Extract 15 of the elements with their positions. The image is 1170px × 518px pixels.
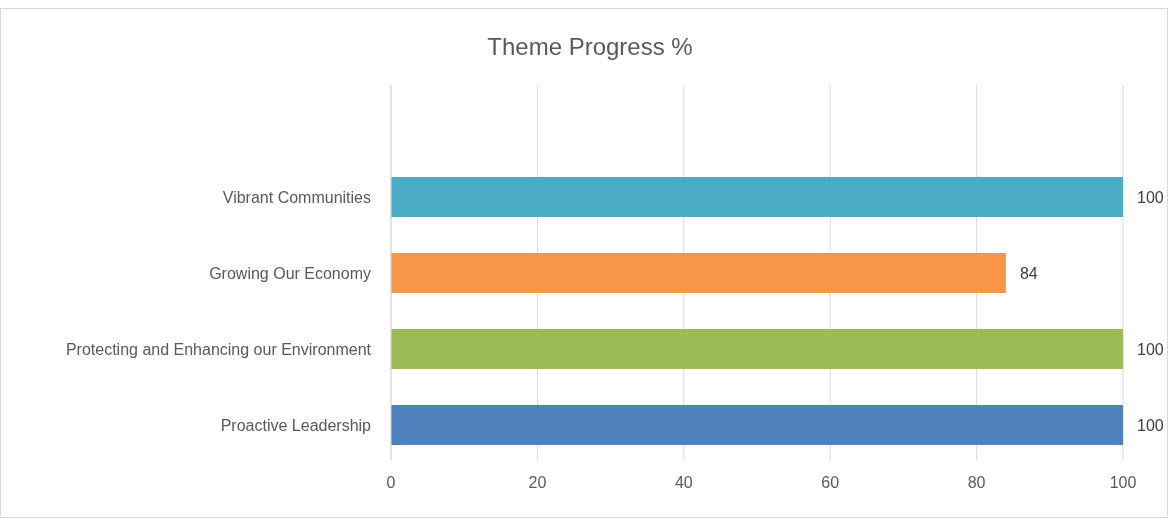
x-tick-label: 60 [821, 474, 840, 491]
data-label: 100 [1137, 340, 1164, 358]
y-tick-label: Vibrant Communities [222, 188, 371, 206]
x-tick-label: 40 [674, 474, 693, 491]
x-tick-label: 100 [1109, 474, 1137, 491]
data-label: 84 [1019, 264, 1038, 282]
chart-title: Theme Progress % [487, 33, 693, 60]
x-tick-label: 0 [386, 474, 396, 491]
x-tick-label: 20 [528, 474, 547, 491]
x-tick-label: 80 [967, 474, 986, 491]
y-tick-label: Proactive Leadership [220, 416, 372, 434]
y-tick-label: Protecting and Enhancing our Environment [65, 340, 372, 358]
y-tick-label: Growing Our Economy [209, 264, 371, 282]
data-label: 100 [1137, 416, 1164, 434]
data-label: 100 [1137, 188, 1164, 206]
